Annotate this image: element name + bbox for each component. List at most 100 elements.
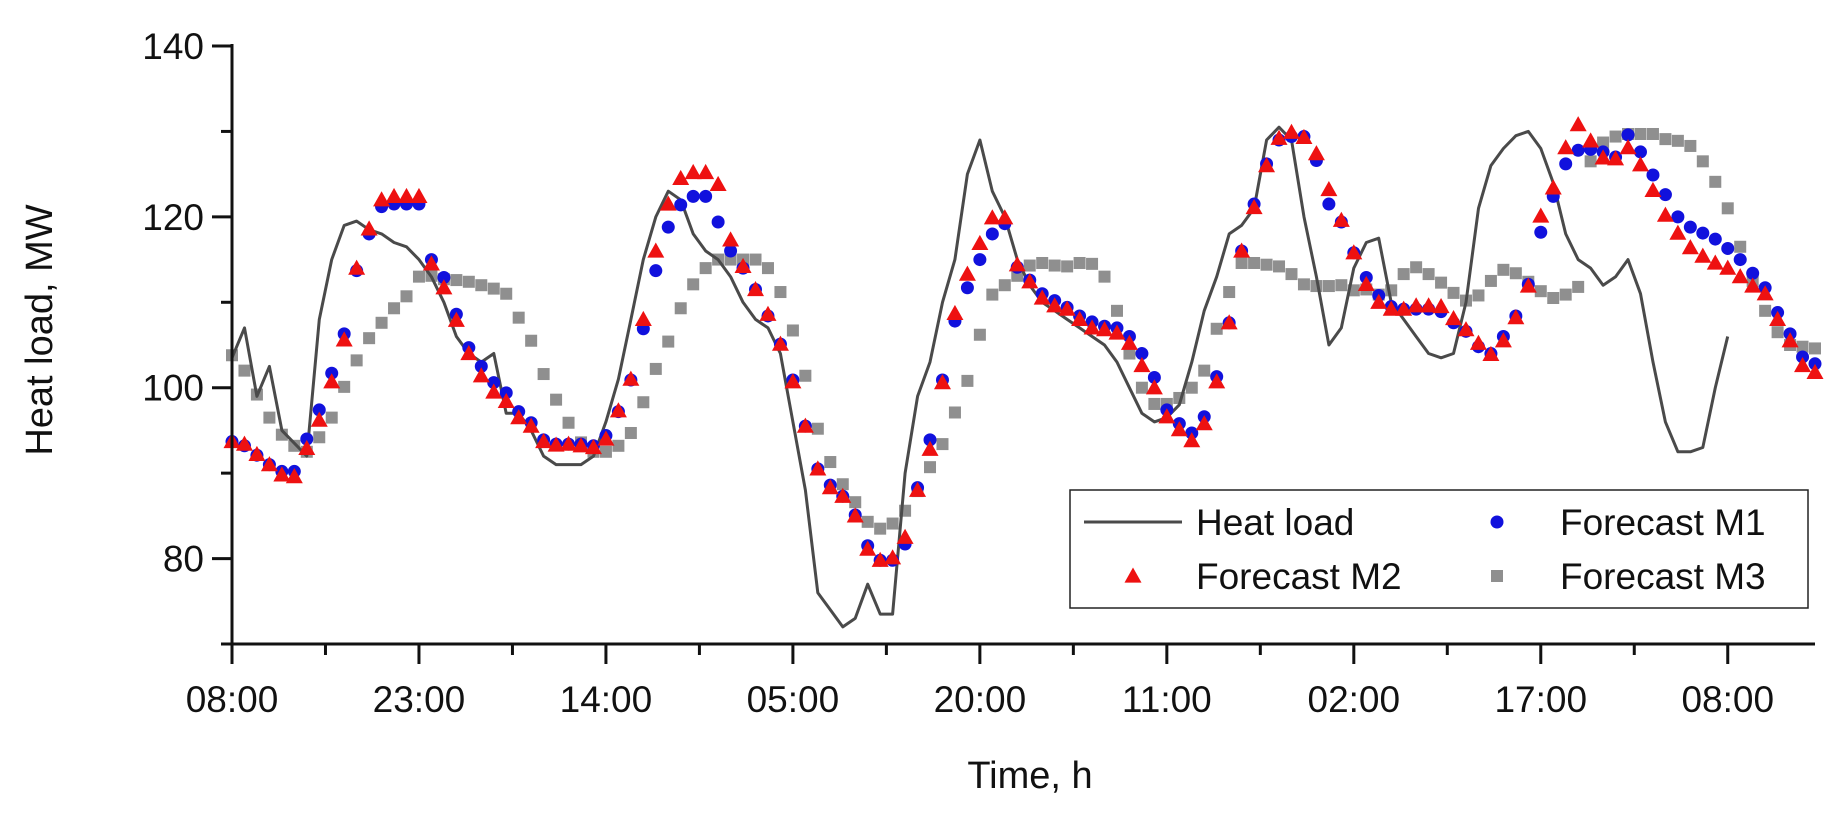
m3-point-44 — [774, 286, 787, 299]
m3-point-43 — [761, 262, 774, 275]
m3-point-27 — [562, 416, 575, 429]
m3-point-102 — [1497, 263, 1510, 276]
legend-swatch-m1 — [1490, 515, 1504, 529]
m2-point-91 — [1357, 275, 1375, 291]
m2-point-31 — [609, 402, 627, 418]
legend-label-m1: Forecast M1 — [1560, 502, 1766, 543]
m3-point-120 — [1721, 202, 1734, 215]
m3-point-18 — [450, 274, 463, 287]
m3-point-83 — [1260, 258, 1273, 271]
m3-point-80 — [1223, 286, 1236, 299]
m2-point-13 — [385, 187, 403, 203]
m3-series — [226, 127, 1821, 535]
m3-point-115 — [1659, 133, 1672, 146]
m2-point-96 — [1420, 297, 1438, 313]
m2-point-74 — [1145, 379, 1163, 395]
m2-point-2 — [248, 445, 266, 461]
m3-point-118 — [1696, 155, 1709, 168]
m2-point-115 — [1656, 206, 1674, 222]
m3-point-107 — [1559, 288, 1572, 301]
m2-point-51 — [859, 540, 877, 556]
m1-point-73 — [1135, 347, 1149, 361]
m3-point-109 — [1584, 155, 1597, 168]
x-tick-label: 08:00 — [186, 679, 279, 720]
m2-point-65 — [1033, 289, 1051, 305]
m2-point-39 — [709, 175, 727, 192]
m1-point-40 — [724, 244, 738, 258]
m1-point-120 — [1721, 241, 1735, 255]
m2-point-27 — [560, 435, 578, 451]
m3-point-56 — [924, 461, 937, 474]
m3-point-32 — [624, 426, 637, 439]
m2-point-95 — [1407, 297, 1425, 313]
m1-point-118 — [1696, 226, 1710, 240]
m3-point-84 — [1273, 260, 1286, 273]
m2-point-26 — [547, 436, 565, 452]
x-tick-label: 05:00 — [747, 679, 840, 720]
m1-point-88 — [1322, 197, 1336, 211]
m3-point-14 — [400, 290, 413, 303]
legend-swatch-m2 — [1124, 567, 1142, 583]
m2-point-114 — [1644, 181, 1662, 198]
series-layer — [223, 116, 1824, 629]
m3-point-69 — [1086, 257, 1099, 270]
m2-point-3 — [260, 456, 278, 472]
m3-point-108 — [1572, 280, 1585, 293]
m2-point-83 — [1258, 157, 1276, 173]
m3-point-31 — [612, 439, 625, 452]
m2-point-111 — [1607, 150, 1625, 166]
m2-point-36 — [672, 169, 690, 186]
m2-point-61 — [983, 209, 1001, 225]
m2-point-87 — [1307, 145, 1325, 161]
m3-point-60 — [973, 328, 986, 341]
m2-point-82 — [1245, 198, 1263, 215]
m2-point-92 — [1370, 293, 1388, 309]
m3-point-113 — [1634, 127, 1647, 140]
m1-point-112 — [1621, 128, 1635, 142]
m1-point-74 — [1147, 370, 1161, 384]
m2-point-62 — [996, 209, 1014, 225]
m2-point-63 — [1008, 256, 1026, 272]
m3-point-20 — [475, 279, 488, 292]
m2-point-50 — [846, 507, 864, 523]
m2-point-54 — [896, 528, 914, 544]
m3-point-111 — [1609, 130, 1622, 143]
m2-point-1 — [235, 435, 253, 451]
m2-point-67 — [1058, 300, 1076, 316]
m3-point-98 — [1447, 286, 1460, 299]
m2-point-99 — [1457, 321, 1475, 337]
legend-label-heat_load: Heat load — [1196, 502, 1354, 543]
m2-point-58 — [946, 304, 964, 321]
y-axis-title: Heat load, MW — [19, 204, 61, 455]
m2-point-40 — [722, 231, 740, 247]
m3-point-71 — [1110, 304, 1123, 317]
m3-point-50 — [849, 496, 862, 509]
m1-point-39 — [711, 215, 725, 229]
m2-point-32 — [622, 370, 640, 386]
x-tick-label: 08:00 — [1681, 679, 1774, 720]
m1-point-17 — [437, 271, 451, 285]
y-tick-label: 80 — [163, 539, 204, 580]
m3-point-11 — [363, 332, 376, 345]
m2-point-7 — [310, 411, 328, 427]
m2-point-21 — [485, 383, 503, 399]
m1-point-36 — [674, 198, 688, 212]
m3-point-81 — [1235, 256, 1248, 269]
m2-point-93 — [1382, 300, 1400, 316]
m2-point-79 — [1208, 373, 1226, 389]
m3-point-38 — [699, 262, 712, 275]
m2-point-106 — [1544, 179, 1562, 195]
m3-point-51 — [861, 515, 874, 528]
m2-point-118 — [1694, 247, 1712, 263]
m1-point-21 — [487, 376, 501, 390]
m3-point-121 — [1734, 240, 1747, 253]
m3-point-117 — [1684, 139, 1697, 152]
m2-point-127 — [1806, 363, 1824, 379]
m2-point-88 — [1320, 181, 1338, 197]
m2-point-47 — [809, 460, 827, 476]
m3-point-79 — [1210, 322, 1223, 335]
m1-point-127 — [1808, 357, 1822, 371]
m2-point-5 — [285, 468, 303, 484]
m3-point-97 — [1435, 276, 1448, 289]
